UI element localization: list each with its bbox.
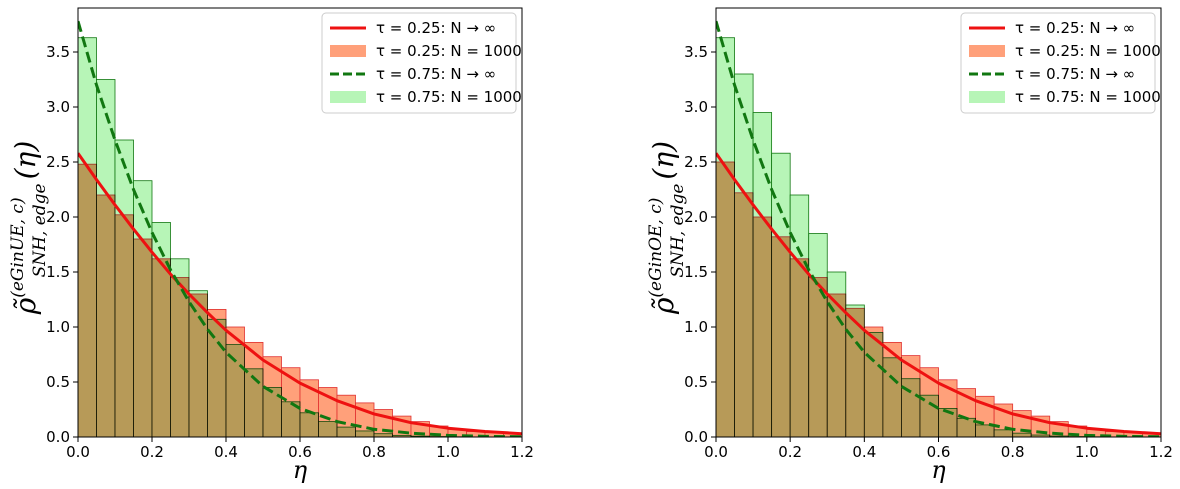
histogram-bar [826, 293, 847, 437]
x-tick-label: 0.8 [362, 443, 386, 461]
x-axis-label: η [293, 456, 308, 484]
histogram-bar [771, 236, 791, 437]
histogram-bar [78, 163, 97, 437]
y-tick-label: 2.0 [46, 208, 70, 226]
x-axis-label: η [931, 456, 946, 484]
y-tick-label: 2.5 [684, 153, 708, 171]
y-label-argument: (η) [9, 141, 42, 180]
histogram-bar [133, 238, 153, 437]
x-tick-label: 0.2 [140, 443, 164, 461]
histogram-bar [789, 258, 810, 437]
legend-box [321, 12, 517, 114]
histogram-bar [170, 277, 190, 437]
x-tick-label: 1.2 [510, 443, 534, 461]
legend-entry: τ = 0.25: N = 1000 [1015, 42, 1161, 60]
y-tick-label: 1.0 [684, 318, 708, 336]
curve-tau-075 [78, 20, 522, 437]
y-axis-label: ρ̃(eGinOE, c) SNH, edge (η) [646, 141, 688, 315]
y-tick-label: 0.0 [684, 428, 708, 446]
legend: τ = 0.25: N → ∞ τ = 0.25: N = 1000 τ = 0.7… [321, 12, 522, 114]
x-tick-label: 0.4 [852, 443, 876, 461]
curve-tau-075 [716, 20, 1161, 437]
legend-entry: τ = 0.75: N → ∞ [376, 65, 496, 83]
curve-tau-025 [78, 152, 522, 436]
y-tick-label: 3.0 [46, 98, 70, 116]
histogram-bar [716, 161, 735, 437]
legend: τ = 0.25: N → ∞ τ = 0.25: N = 1000 τ = 0.7… [960, 12, 1161, 114]
y-label-subscript: SNH, edge [30, 183, 50, 277]
histogram-bar [752, 216, 773, 437]
legend-entry: τ = 0.75: N → ∞ [1015, 65, 1135, 83]
histogram-series [78, 163, 522, 437]
y-label-subscript: SNH, edge [668, 184, 688, 278]
y-tick-label: 0.5 [684, 373, 708, 391]
x-tick-label: 1.2 [1149, 443, 1173, 461]
x-tick-label: 0.6 [927, 443, 951, 461]
y-label-base: ρ̃ [9, 297, 42, 315]
y-tick-label: 1.5 [684, 263, 708, 281]
histogram-bar [188, 293, 208, 437]
legend-swatch [969, 45, 1005, 57]
y-tick-label: 3.5 [684, 43, 708, 61]
y-label-argument: (η) [647, 141, 680, 180]
x-tick-label: 0.8 [1001, 443, 1025, 461]
y-tick-label: 0.5 [46, 373, 70, 391]
x-tick-label: 0.6 [288, 443, 312, 461]
y-label-superscript: (eGinUE, c) [8, 197, 28, 297]
legend-swatch [330, 91, 366, 103]
y-tick-label: 3.0 [684, 98, 708, 116]
chart-panel-2: 0.0 0.2 0.4 0.6 0.8 1.0 1.2 0.0 0.5 1.0 1.5 2.0 2.5 3… [646, 7, 1173, 484]
legend-entry: τ = 0.25: N → ∞ [376, 19, 496, 37]
y-axis-label: ρ̃(eGinUE, c) SNH, edge (η) [8, 141, 50, 316]
histogram-bar [808, 277, 828, 437]
histogram-bar [734, 192, 754, 437]
legend-entry: τ = 0.25: N = 1000 [376, 42, 522, 60]
legend-entry: τ = 0.75: N = 1000 [376, 88, 522, 106]
y-tick-label: 3.5 [46, 43, 70, 61]
x-tick-label: 0.2 [778, 443, 802, 461]
histogram-bar [96, 194, 116, 437]
histogram-series [716, 161, 1161, 437]
y-label-superscript: (eGinOE, c) [646, 198, 666, 298]
x-tick-label: 1.0 [1075, 443, 1099, 461]
x-tick-label: 0.0 [704, 443, 728, 461]
legend-entry: τ = 0.25: N → ∞ [1015, 19, 1135, 37]
y-tick-label: 0.0 [46, 428, 70, 446]
plot-area [716, 20, 1161, 437]
y-tick-label: 2.5 [46, 153, 70, 171]
y-tick-label: 1.5 [46, 263, 70, 281]
legend-swatch [330, 45, 366, 57]
histogram-bar [151, 258, 171, 437]
y-label-base: ρ̃ [647, 297, 680, 315]
histogram-bar [114, 214, 134, 437]
x-tick-label: 0.0 [66, 443, 90, 461]
legend-swatch [969, 91, 1005, 103]
y-tick-label: 1.0 [46, 318, 70, 336]
legend-box [960, 12, 1156, 114]
curve-tau-025 [716, 152, 1161, 436]
chart-panel-1: 0.0 0.2 0.4 0.6 0.8 1.0 1.2 0.0 0.5 1.0 1.5 2.0 2.5 3… [8, 7, 534, 484]
legend-entry: τ = 0.75: N = 1000 [1015, 88, 1161, 106]
x-tick-label: 0.4 [214, 443, 238, 461]
x-tick-label: 1.0 [436, 443, 460, 461]
y-tick-label: 2.0 [684, 208, 708, 226]
plot-area [78, 20, 522, 437]
